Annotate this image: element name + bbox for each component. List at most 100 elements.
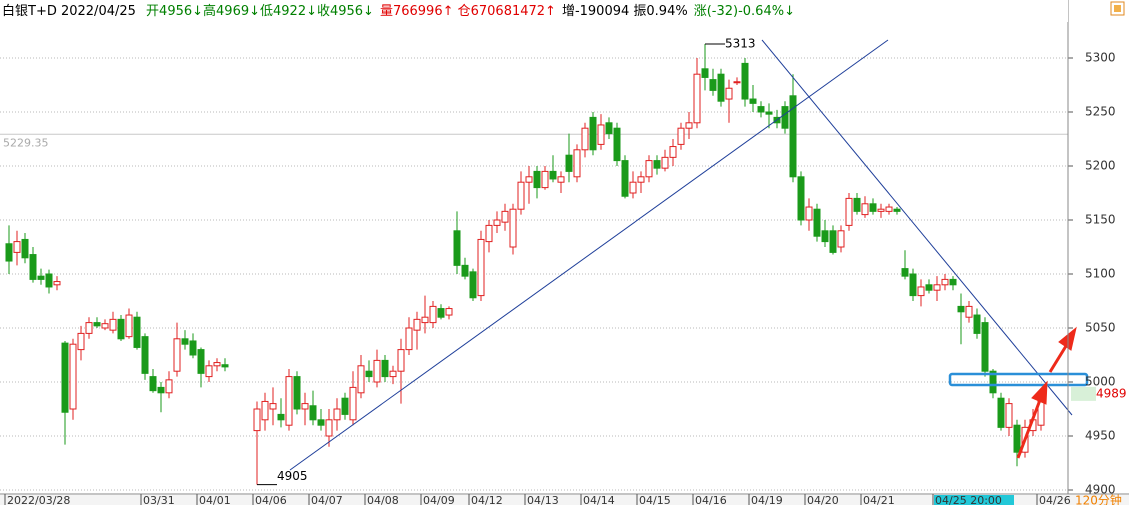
candle-body <box>293 376 301 410</box>
header: 白银T+D 2022/04/25 开4956↓高4969↓低4922↓收4956… <box>2 3 795 19</box>
x-tick-label: 03/31 <box>143 494 175 505</box>
candle-body <box>853 197 861 212</box>
candle-body <box>461 264 469 277</box>
candle-body <box>309 405 317 421</box>
candle-body <box>637 176 645 183</box>
candle-body <box>509 208 517 248</box>
candle-body <box>789 95 797 178</box>
candle-body <box>157 386 165 394</box>
x-tick-label: 04/09 <box>423 494 455 505</box>
y-tick-label: 5200 <box>1085 158 1116 172</box>
last-price-label: 4989 <box>1096 386 1127 400</box>
candle-body <box>701 68 709 78</box>
last-price-bg <box>1071 386 1096 401</box>
candle-body <box>317 419 325 426</box>
candle-body <box>13 241 21 253</box>
x-tick-label: 04/26 <box>1039 494 1071 505</box>
candle-body <box>1013 424 1021 453</box>
period-label: 120分钟 <box>1075 493 1122 505</box>
candle-body <box>693 73 701 124</box>
candle-body <box>589 116 597 151</box>
y-tick-label: 4950 <box>1085 429 1116 443</box>
candle-body <box>413 318 421 331</box>
x-tick-label: 2022/03/28 <box>7 494 70 505</box>
candle-body <box>5 243 13 262</box>
candle-body <box>93 322 101 327</box>
candle-body <box>173 338 181 372</box>
candle-body <box>269 403 277 410</box>
grid: 5229.35 <box>0 57 1068 491</box>
candle-body <box>189 340 197 356</box>
candle-body <box>21 238 29 259</box>
candle-body <box>61 342 69 413</box>
candle-body <box>661 156 669 169</box>
candle-body <box>109 318 117 331</box>
candle-body <box>533 170 541 189</box>
candle-body <box>125 314 133 338</box>
candle-body <box>917 286 925 297</box>
candle-body <box>877 208 885 212</box>
candle-body <box>381 359 389 378</box>
arrow <box>1016 399 1042 459</box>
candle-body <box>517 181 525 210</box>
candle-body <box>1005 403 1013 428</box>
candle-body <box>301 403 309 410</box>
x-tick-label: 04/14 <box>583 494 615 505</box>
candle-body <box>733 81 741 84</box>
candle-body <box>757 106 765 113</box>
candle-body <box>605 122 613 135</box>
header-title: 白银T+D 2022/04/25 <box>2 3 136 19</box>
trend-line <box>289 39 889 471</box>
y-tick-label: 5050 <box>1085 321 1116 335</box>
y-tick-label: 4900 <box>1085 483 1116 497</box>
candle-body <box>965 305 973 318</box>
y-tick-label: 5000 <box>1085 375 1116 389</box>
candle-body <box>749 98 757 104</box>
candle-body <box>821 230 829 243</box>
x-tick-label: 04/08 <box>367 494 399 505</box>
candle-body <box>613 127 621 162</box>
candle-body <box>261 400 269 421</box>
extreme-label: 5313 <box>725 36 756 50</box>
candle-body <box>621 160 629 197</box>
candle-body <box>901 268 909 277</box>
candle-body <box>277 413 285 421</box>
candle-body <box>941 278 949 286</box>
candle-body <box>909 273 917 297</box>
candle-body <box>437 308 445 318</box>
candle-body <box>485 224 493 243</box>
extreme-label: 4905 <box>277 469 308 483</box>
candle-body <box>805 206 813 221</box>
candle-body <box>349 386 357 421</box>
candle-body <box>989 370 997 394</box>
y-tick-label: 5250 <box>1085 104 1116 118</box>
candle-body <box>285 376 293 426</box>
zone-box <box>948 372 1089 387</box>
header-item: 开4956↓高4969↓低4922↓收4956↓ <box>146 3 374 19</box>
candle-body <box>645 160 653 178</box>
x-tick-label: 04/07 <box>311 494 343 505</box>
candle-body <box>869 203 877 212</box>
candle-body <box>141 336 149 374</box>
candle-body <box>397 349 405 372</box>
candle-body <box>29 254 37 280</box>
candle-body <box>477 238 485 297</box>
candle-body <box>165 379 173 394</box>
candle-body <box>549 170 557 180</box>
candle-body <box>997 397 1005 428</box>
candle-body <box>341 397 349 415</box>
candle-body <box>885 206 893 212</box>
header-item: 涨(-32)-0.64%↓ <box>694 4 795 19</box>
candle-body <box>45 273 53 288</box>
candle-body <box>957 305 965 313</box>
candle-body <box>445 308 453 316</box>
candle-body <box>429 305 437 324</box>
candle-body <box>101 323 109 329</box>
header-bg <box>0 0 1068 22</box>
candle-body <box>373 359 381 383</box>
cursor-label-bg <box>934 495 1014 505</box>
x-tick-label: 04/19 <box>751 494 783 505</box>
candle-body <box>677 127 685 145</box>
x-tick-label: 04/21 <box>863 494 895 505</box>
